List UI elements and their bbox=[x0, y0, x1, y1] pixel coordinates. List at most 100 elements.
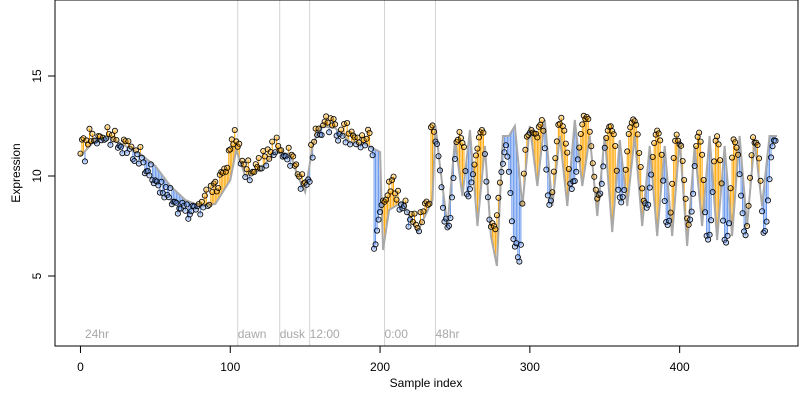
data-point bbox=[216, 171, 223, 178]
data-point bbox=[324, 119, 331, 126]
data-point bbox=[339, 132, 346, 139]
data-point bbox=[162, 183, 169, 190]
data-point bbox=[564, 149, 571, 156]
data-point bbox=[649, 153, 656, 160]
data-point bbox=[472, 152, 479, 159]
data-point bbox=[696, 129, 703, 136]
data-point bbox=[236, 140, 243, 147]
data-point bbox=[234, 143, 241, 150]
data-point bbox=[131, 157, 138, 164]
data-point bbox=[586, 128, 593, 135]
data-point bbox=[104, 124, 111, 131]
data-point bbox=[299, 171, 306, 178]
data-point bbox=[516, 258, 523, 265]
data-point bbox=[134, 151, 141, 158]
data-point bbox=[197, 211, 204, 218]
data-point bbox=[534, 134, 541, 141]
data-point bbox=[146, 172, 153, 179]
data-point bbox=[552, 155, 559, 162]
data-point bbox=[426, 200, 433, 207]
y-tick-label: 10 bbox=[30, 169, 44, 183]
data-point bbox=[511, 243, 518, 250]
data-point bbox=[326, 129, 333, 136]
data-point bbox=[330, 116, 337, 123]
data-point bbox=[266, 155, 273, 162]
data-point bbox=[117, 143, 124, 150]
data-point bbox=[203, 186, 210, 193]
data-point bbox=[685, 221, 692, 228]
data-point bbox=[522, 146, 529, 153]
data-points bbox=[77, 112, 779, 265]
data-point bbox=[245, 157, 252, 164]
data-point bbox=[727, 185, 734, 192]
annotations: 24hr dawn dusk 12:00 0:00 48hr bbox=[85, 327, 460, 341]
data-point bbox=[745, 202, 752, 209]
data-point bbox=[660, 177, 667, 184]
data-point bbox=[601, 144, 608, 151]
data-point bbox=[362, 142, 369, 149]
data-point bbox=[738, 192, 745, 199]
data-point bbox=[454, 136, 461, 143]
data-point bbox=[499, 160, 506, 167]
x-axis-label: Sample index bbox=[390, 376, 463, 390]
data-point bbox=[588, 143, 595, 150]
data-point bbox=[735, 151, 742, 158]
data-point bbox=[562, 140, 569, 147]
data-point bbox=[125, 138, 132, 145]
data-point bbox=[663, 218, 670, 225]
data-point bbox=[646, 184, 653, 191]
data-point bbox=[657, 137, 664, 144]
data-point bbox=[721, 236, 728, 243]
data-point bbox=[474, 145, 481, 152]
data-point bbox=[263, 162, 270, 169]
data-point bbox=[198, 198, 205, 205]
annotation-label: dawn bbox=[238, 327, 267, 341]
data-point bbox=[718, 180, 725, 187]
data-point bbox=[541, 145, 548, 152]
data-point bbox=[772, 137, 779, 144]
data-point bbox=[429, 122, 436, 129]
data-point bbox=[420, 208, 427, 215]
data-point bbox=[520, 170, 527, 177]
data-point bbox=[123, 149, 130, 156]
data-point bbox=[201, 192, 208, 199]
data-point bbox=[655, 130, 662, 137]
data-point bbox=[726, 220, 733, 227]
data-point bbox=[174, 210, 181, 217]
data-point bbox=[750, 134, 757, 141]
data-point bbox=[550, 168, 557, 175]
data-point bbox=[501, 149, 508, 156]
data-point bbox=[693, 142, 700, 149]
data-point bbox=[439, 204, 446, 211]
data-point bbox=[360, 136, 367, 143]
data-point bbox=[411, 210, 418, 217]
data-point bbox=[615, 186, 622, 193]
data-point bbox=[598, 180, 605, 187]
data-point bbox=[416, 228, 423, 235]
data-point bbox=[456, 128, 463, 135]
data-point bbox=[147, 161, 154, 168]
data-point bbox=[490, 222, 497, 229]
data-point bbox=[505, 168, 512, 175]
data-point bbox=[517, 241, 524, 248]
data-point bbox=[558, 114, 565, 121]
data-point bbox=[645, 201, 652, 208]
data-point bbox=[729, 154, 736, 161]
data-point bbox=[669, 180, 676, 187]
data-point bbox=[273, 134, 280, 141]
data-point bbox=[182, 207, 189, 214]
data-point bbox=[621, 186, 628, 193]
x-tick-label: 100 bbox=[220, 360, 240, 374]
data-point bbox=[278, 147, 285, 154]
data-point bbox=[396, 206, 403, 213]
data-point bbox=[618, 199, 625, 206]
data-point bbox=[466, 185, 473, 192]
data-point bbox=[571, 177, 578, 184]
annotation-label: 12:00 bbox=[310, 327, 340, 341]
data-point bbox=[763, 218, 770, 225]
data-point bbox=[526, 129, 533, 136]
data-point bbox=[619, 193, 626, 200]
data-point bbox=[591, 173, 598, 180]
data-point bbox=[285, 144, 292, 151]
data-point bbox=[633, 121, 640, 128]
